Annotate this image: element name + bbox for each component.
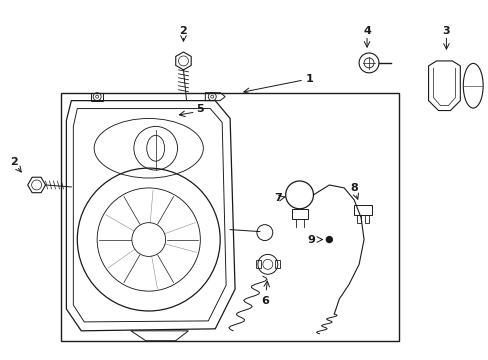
Bar [356,215,360,223]
Text: 2: 2 [10,157,18,167]
Text: 8: 8 [349,183,357,193]
Bar [365,215,368,223]
Text: 5: 5 [196,104,203,113]
Circle shape [325,237,332,243]
Bar [255,260,260,268]
Text: 1: 1 [305,74,313,84]
Bar [61,93,398,341]
Text: 7: 7 [273,193,281,203]
Text: 4: 4 [363,26,370,36]
Bar [274,260,279,268]
Text: 9: 9 [307,234,315,244]
Bar [353,205,371,215]
Bar [291,209,307,219]
Text: 3: 3 [442,26,449,36]
Text: 2: 2 [179,26,187,36]
Text: 6: 6 [261,296,268,306]
